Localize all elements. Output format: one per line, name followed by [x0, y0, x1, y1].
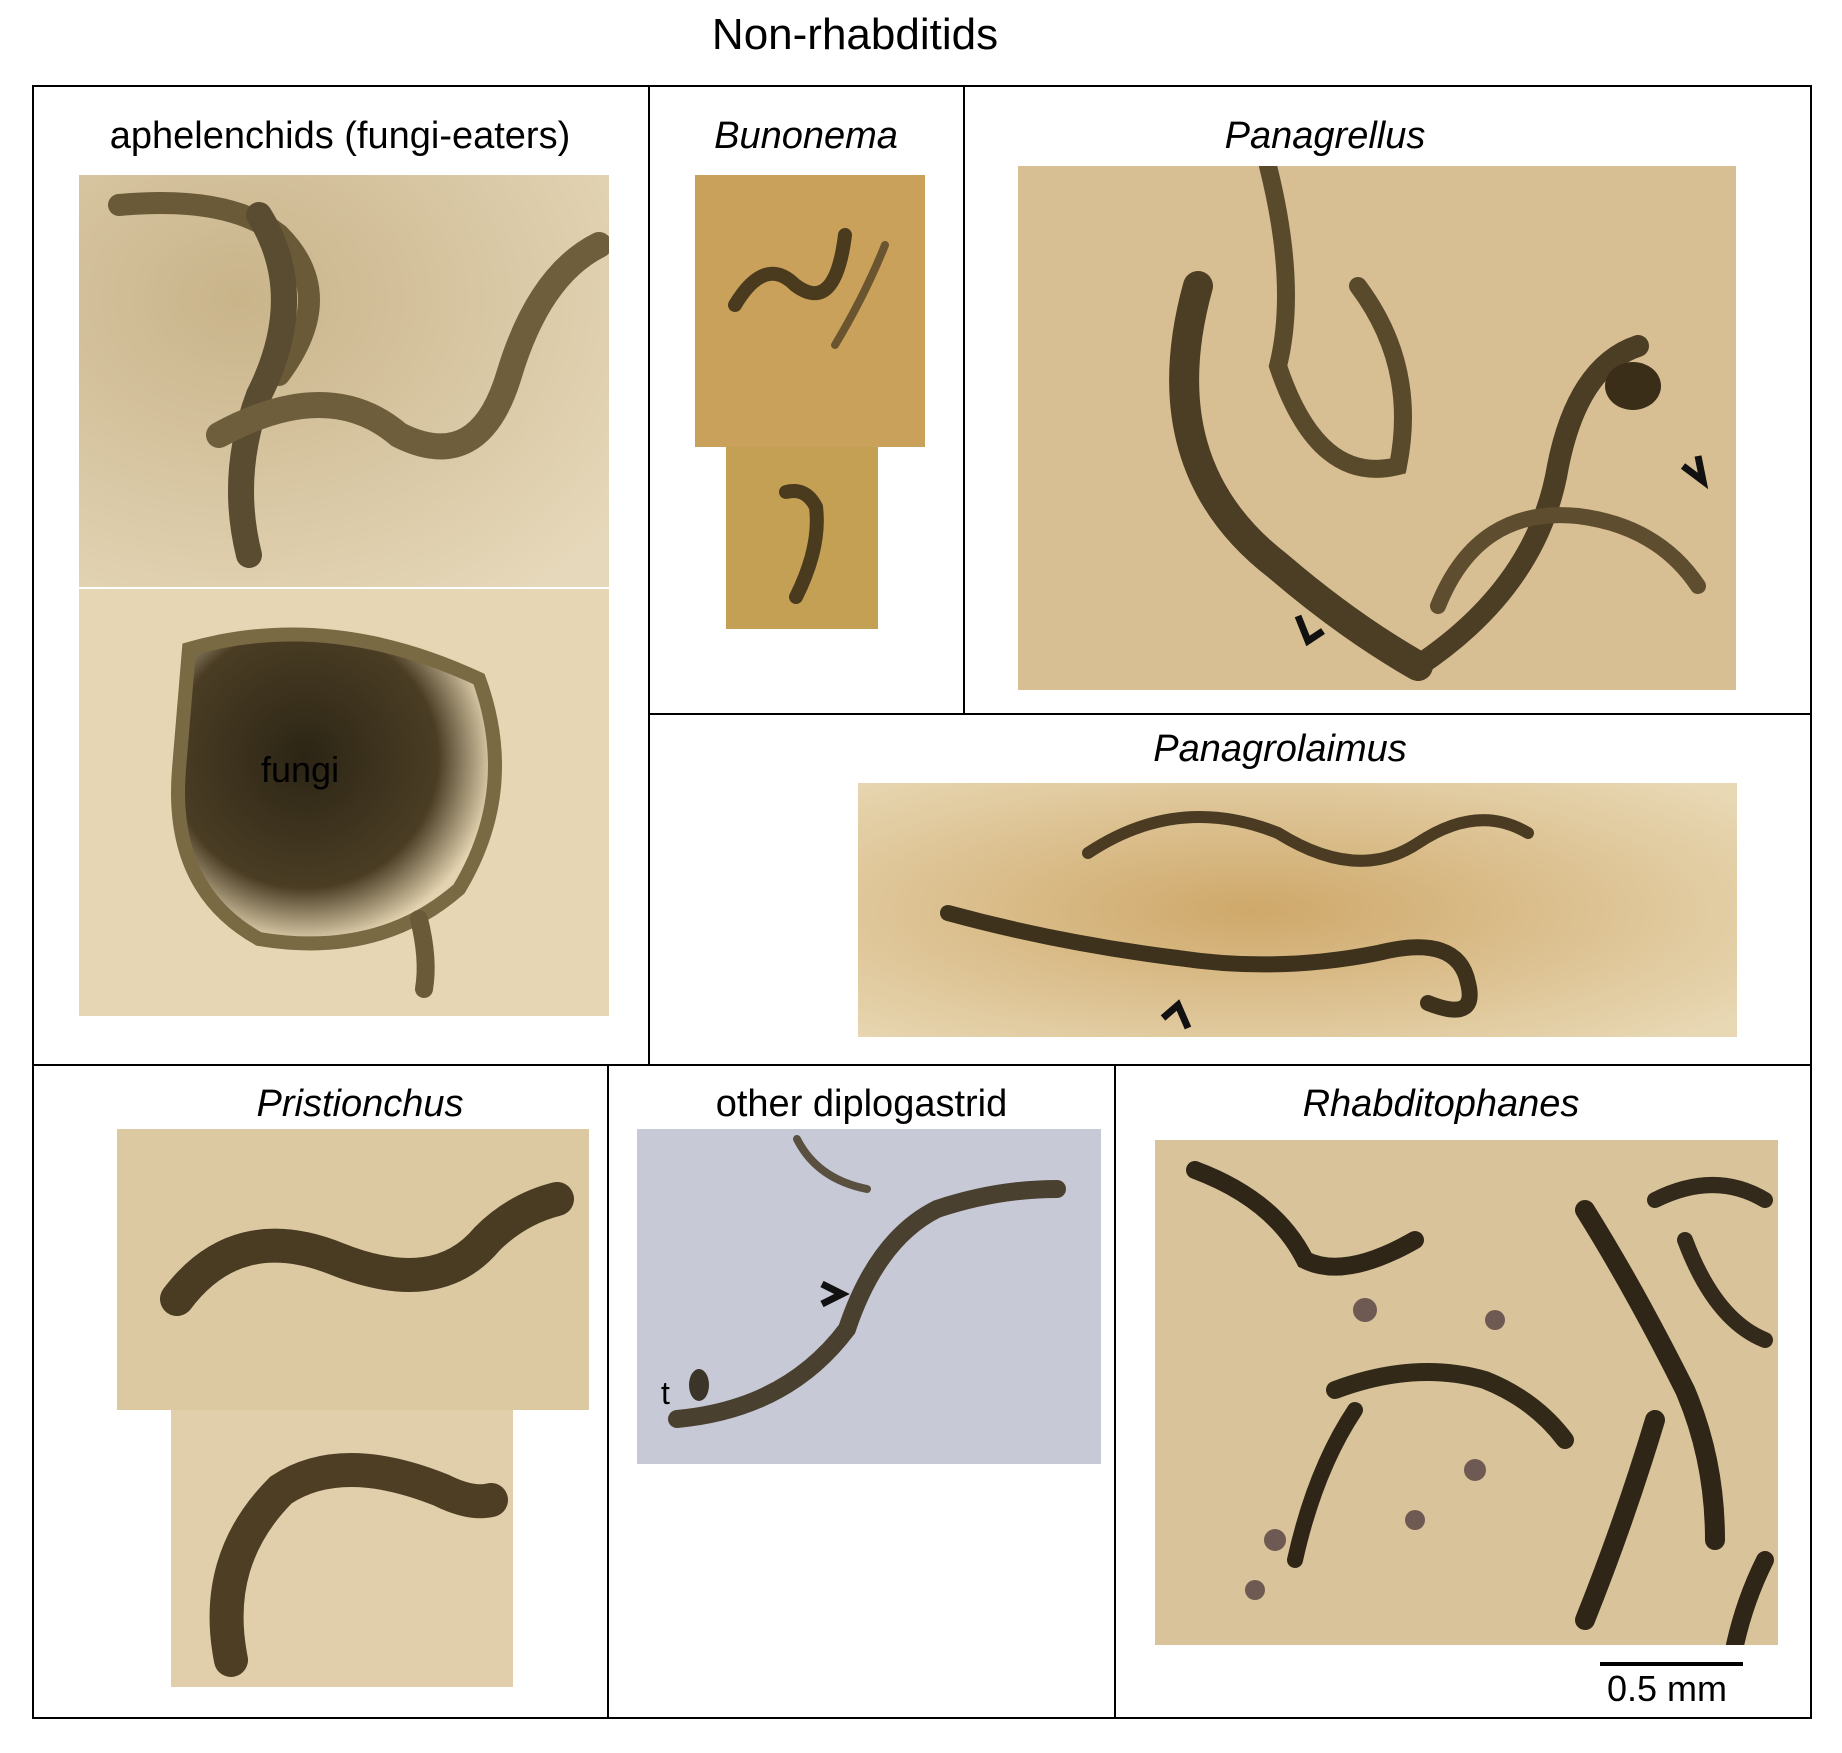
divider-panagrolaimus-top [648, 713, 1812, 715]
divider-row1-a [648, 85, 650, 1065]
panel-label-panagrolaimus: Panagrolaimus [1153, 728, 1407, 770]
bunonema-photo-bottom [726, 447, 878, 629]
panagrolaimus-photo [858, 783, 1737, 1037]
bunonema-photo-top [695, 175, 925, 447]
rhabditophanes-photo [1155, 1140, 1778, 1645]
figure-title: Non-rhabditids [711, 10, 999, 59]
fungi-annotation: fungi [261, 749, 340, 790]
aphelenchid-photo-top [79, 175, 609, 587]
panel-label-aphelenchids: aphelenchids (fungi-eaters) [109, 115, 571, 157]
panagrellus-photo [1018, 166, 1736, 690]
panel-label-panagrellus: Panagrellus [1224, 115, 1426, 157]
panel-label-bunonema: Bunonema [714, 115, 898, 157]
scale-bar [1600, 1662, 1743, 1666]
panel-label-pristionchus: Pristionchus [256, 1083, 464, 1125]
outer-border-right [1810, 85, 1812, 1719]
divider-row1-b [963, 85, 965, 715]
panel-label-rhabditophanes: Rhabditophanes [1302, 1083, 1580, 1125]
panel-label-diplogastrid: other diplogastrid [715, 1083, 1008, 1125]
divider-row2-b [1114, 1064, 1116, 1718]
scale-bar-label: 0.5 mm [1607, 1668, 1728, 1709]
diplogastrid-photo: t [637, 1129, 1101, 1464]
pristionchus-photo-top [117, 1129, 589, 1410]
divider-row2 [32, 1064, 1812, 1066]
outer-border-left [32, 85, 34, 1719]
outer-border-top [32, 85, 1812, 87]
aphelenchid-photo-fungi: fungi [79, 589, 609, 1016]
outer-border-bottom [32, 1717, 1812, 1719]
t-annotation: t [661, 1375, 670, 1411]
pristionchus-photo-bottom [171, 1410, 513, 1687]
divider-row2-a [607, 1064, 609, 1718]
